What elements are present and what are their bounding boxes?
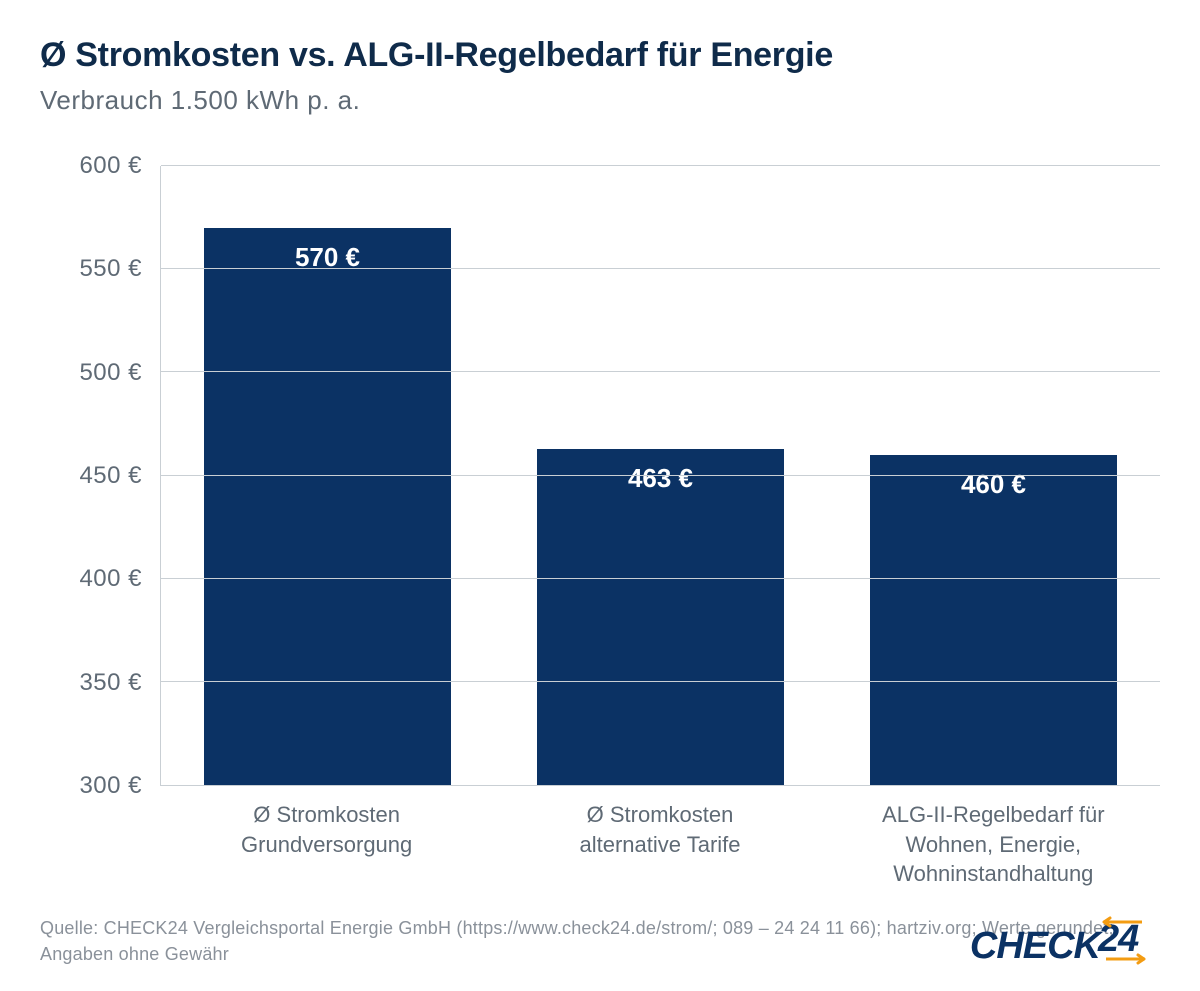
- y-tick-label: 550 €: [79, 255, 142, 283]
- gridline: [161, 165, 1160, 166]
- svg-text:24: 24: [1097, 918, 1139, 960]
- y-tick-label: 450 €: [79, 462, 142, 490]
- chart-area: 300 €350 €400 €450 €500 €550 €600 € 570 …: [40, 166, 1160, 786]
- bar-slot: 460 €: [827, 166, 1160, 785]
- gridline: [161, 475, 1160, 476]
- x-axis-label: ALG-II-Regelbedarf fürWohnen, Energie,Wo…: [827, 800, 1160, 889]
- bar: 570 €: [204, 228, 450, 785]
- bar: 463 €: [537, 449, 783, 785]
- x-axis-label: Ø Stromkostenalternative Tarife: [493, 800, 826, 889]
- bar-value-label: 463 €: [537, 463, 783, 494]
- plot-area: 570 € 463 € 460 €: [160, 166, 1160, 786]
- bar-slot: 570 €: [161, 166, 494, 785]
- gridline: [161, 371, 1160, 372]
- chart-title: Ø Stromkosten vs. ALG-II-Regelbedarf für…: [40, 36, 1160, 75]
- brand-logo: CHECK 24: [970, 919, 1156, 973]
- y-tick-label: 350 €: [79, 669, 142, 697]
- gridline: [161, 268, 1160, 269]
- bars-container: 570 € 463 € 460 €: [161, 166, 1160, 785]
- chart-subtitle: Verbrauch 1.500 kWh p. a.: [40, 85, 1160, 116]
- gridline: [161, 681, 1160, 682]
- x-axis-labels: Ø StromkostenGrundversorgungØ Stromkoste…: [160, 800, 1160, 889]
- bar-slot: 463 €: [494, 166, 827, 785]
- y-axis: 300 €350 €400 €450 €500 €550 €600 €: [40, 166, 160, 786]
- logo-text-check: CHECK: [970, 925, 1100, 968]
- y-tick-label: 500 €: [79, 359, 142, 387]
- y-tick-label: 600 €: [79, 152, 142, 180]
- y-tick-label: 300 €: [79, 772, 142, 800]
- logo-text-24: 24: [1100, 919, 1156, 973]
- gridline: [161, 578, 1160, 579]
- x-axis-label: Ø StromkostenGrundversorgung: [160, 800, 493, 889]
- bar: 460 €: [870, 455, 1116, 785]
- y-tick-label: 400 €: [79, 565, 142, 593]
